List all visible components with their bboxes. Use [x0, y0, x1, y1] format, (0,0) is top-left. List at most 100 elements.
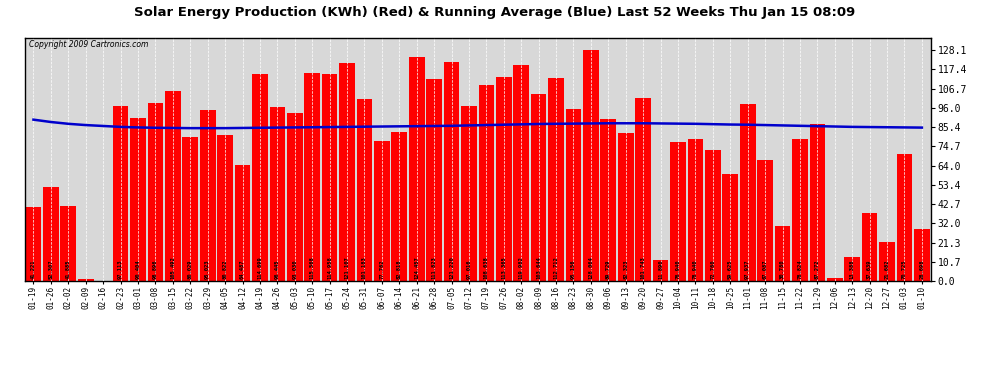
- Text: 111.823: 111.823: [432, 256, 437, 279]
- Text: 108.638: 108.638: [484, 256, 489, 279]
- Bar: [652, 260, 668, 281]
- Bar: [723, 174, 739, 281]
- Bar: [914, 230, 930, 281]
- Text: 72.760: 72.760: [711, 259, 716, 279]
- Bar: [113, 106, 129, 281]
- Bar: [740, 104, 755, 281]
- Text: 82.323: 82.323: [624, 259, 629, 279]
- Text: 128.064: 128.064: [588, 256, 593, 279]
- Bar: [844, 257, 860, 281]
- Bar: [688, 139, 703, 281]
- Bar: [304, 73, 320, 281]
- Bar: [444, 62, 459, 281]
- Text: 95.156: 95.156: [571, 259, 576, 279]
- Bar: [130, 118, 146, 281]
- Text: 77.762: 77.762: [379, 259, 384, 279]
- Bar: [200, 110, 216, 281]
- Text: 103.644: 103.644: [537, 256, 542, 279]
- Text: 78.824: 78.824: [798, 259, 803, 279]
- Text: 121.220: 121.220: [449, 256, 454, 279]
- Bar: [478, 85, 494, 281]
- Text: 97.113: 97.113: [118, 259, 123, 279]
- Bar: [583, 50, 599, 281]
- Text: 52.307: 52.307: [49, 259, 53, 279]
- Bar: [356, 99, 372, 281]
- Text: 80.029: 80.029: [188, 259, 193, 279]
- Bar: [601, 119, 616, 281]
- Text: 98.896: 98.896: [152, 259, 157, 279]
- Text: 59.625: 59.625: [728, 259, 733, 279]
- Text: 97.937: 97.937: [745, 259, 750, 279]
- Text: 78.940: 78.940: [693, 259, 698, 279]
- Text: 95.023: 95.023: [205, 259, 210, 279]
- Bar: [148, 103, 163, 281]
- Bar: [861, 213, 877, 281]
- Bar: [78, 279, 94, 281]
- Text: 93.030: 93.030: [292, 259, 297, 279]
- Text: 37.639: 37.639: [867, 259, 872, 279]
- Text: 80.822: 80.822: [223, 259, 228, 279]
- Bar: [636, 98, 651, 281]
- Text: 89.729: 89.729: [606, 259, 611, 279]
- Bar: [879, 242, 895, 281]
- Text: 21.682: 21.682: [884, 259, 890, 279]
- Bar: [391, 132, 407, 281]
- Text: 114.958: 114.958: [327, 256, 332, 279]
- Text: 124.457: 124.457: [414, 256, 419, 279]
- Text: 101.183: 101.183: [362, 256, 367, 279]
- Bar: [514, 64, 529, 281]
- Bar: [26, 207, 42, 281]
- Text: 76.940: 76.940: [675, 259, 680, 279]
- Text: Solar Energy Production (KWh) (Red) & Running Average (Blue) Last 52 Weeks Thu J: Solar Energy Production (KWh) (Red) & Ru…: [135, 6, 855, 19]
- Text: 67.087: 67.087: [762, 259, 767, 279]
- Bar: [217, 135, 233, 281]
- Bar: [340, 63, 354, 281]
- Text: 115.568: 115.568: [310, 256, 315, 279]
- Bar: [705, 150, 721, 281]
- Text: 82.818: 82.818: [397, 259, 402, 279]
- Text: 30.780: 30.780: [780, 259, 785, 279]
- Bar: [670, 142, 686, 281]
- Bar: [757, 160, 773, 281]
- Bar: [252, 74, 267, 281]
- Text: 96.445: 96.445: [275, 259, 280, 279]
- Bar: [548, 78, 564, 281]
- Text: 64.487: 64.487: [240, 259, 245, 279]
- Text: 105.492: 105.492: [170, 256, 175, 279]
- Bar: [165, 91, 180, 281]
- Text: 87.272: 87.272: [815, 259, 820, 279]
- Bar: [287, 113, 303, 281]
- Bar: [374, 141, 390, 281]
- Bar: [43, 187, 58, 281]
- Text: 70.725: 70.725: [902, 259, 907, 279]
- Text: 112.712: 112.712: [553, 256, 558, 279]
- Bar: [565, 110, 581, 281]
- Bar: [827, 278, 842, 281]
- Text: 101.743: 101.743: [641, 256, 645, 279]
- Text: 41.221: 41.221: [31, 259, 36, 279]
- Bar: [897, 153, 913, 281]
- Bar: [496, 76, 512, 281]
- Bar: [322, 74, 338, 281]
- Bar: [182, 137, 198, 281]
- Text: 119.982: 119.982: [519, 256, 524, 279]
- Bar: [269, 107, 285, 281]
- Bar: [409, 57, 425, 281]
- Text: Copyright 2009 Cartronics.com: Copyright 2009 Cartronics.com: [30, 40, 148, 49]
- Bar: [810, 124, 826, 281]
- Text: 114.699: 114.699: [257, 256, 262, 279]
- Bar: [60, 206, 76, 281]
- Text: 97.016: 97.016: [466, 259, 471, 279]
- Bar: [235, 165, 250, 281]
- Bar: [618, 133, 634, 281]
- Text: 41.885: 41.885: [65, 259, 71, 279]
- Bar: [531, 94, 546, 281]
- Text: 28.698: 28.698: [920, 259, 925, 279]
- Text: 11.890: 11.890: [658, 259, 663, 279]
- Text: 90.404: 90.404: [136, 259, 141, 279]
- Text: 13.388: 13.388: [849, 259, 854, 279]
- Text: 121.107: 121.107: [345, 256, 349, 279]
- Bar: [461, 106, 477, 281]
- Bar: [792, 139, 808, 281]
- Text: 113.365: 113.365: [501, 256, 506, 279]
